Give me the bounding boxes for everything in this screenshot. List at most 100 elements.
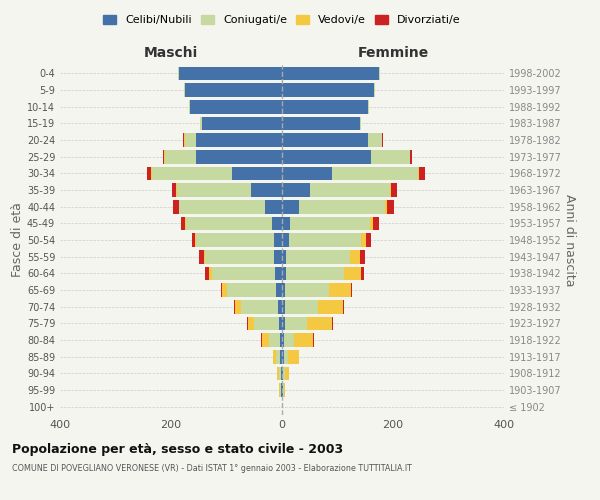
- Bar: [279, 383, 280, 397]
- Bar: [379, 66, 380, 80]
- Bar: [235, 300, 241, 314]
- Bar: [284, 333, 293, 347]
- Bar: [371, 150, 410, 164]
- Bar: [282, 183, 310, 197]
- Bar: [283, 366, 285, 380]
- Bar: [382, 133, 383, 147]
- Text: COMUNE DI POVEGLIANO VERONESE (VR) - Dati ISTAT 1° gennaio 2003 - Elaborazione T: COMUNE DI POVEGLIANO VERONESE (VR) - Dat…: [12, 464, 412, 473]
- Bar: [166, 150, 196, 164]
- Bar: [251, 183, 282, 197]
- Bar: [282, 366, 283, 380]
- Bar: [282, 116, 360, 130]
- Bar: [282, 350, 284, 364]
- Bar: [279, 316, 282, 330]
- Bar: [282, 100, 368, 114]
- Bar: [269, 333, 280, 347]
- Bar: [186, 216, 272, 230]
- Bar: [185, 133, 196, 147]
- Bar: [254, 316, 279, 330]
- Bar: [274, 233, 282, 247]
- Bar: [282, 316, 285, 330]
- Bar: [163, 150, 164, 164]
- Bar: [262, 333, 269, 347]
- Bar: [196, 150, 282, 164]
- Bar: [385, 200, 387, 213]
- Y-axis label: Anni di nascita: Anni di nascita: [563, 194, 575, 286]
- Bar: [173, 200, 179, 213]
- Bar: [283, 383, 284, 397]
- Bar: [146, 166, 151, 180]
- Bar: [318, 300, 343, 314]
- Bar: [299, 200, 385, 213]
- Bar: [280, 383, 281, 397]
- Bar: [212, 266, 275, 280]
- Bar: [277, 366, 278, 380]
- Bar: [350, 250, 360, 264]
- Bar: [181, 216, 185, 230]
- Bar: [282, 166, 332, 180]
- Bar: [361, 233, 367, 247]
- Bar: [221, 283, 222, 297]
- Bar: [274, 250, 282, 264]
- Bar: [241, 300, 278, 314]
- Bar: [200, 116, 202, 130]
- Bar: [285, 300, 318, 314]
- Text: Maschi: Maschi: [144, 46, 198, 60]
- Bar: [278, 366, 281, 380]
- Bar: [390, 183, 391, 197]
- Bar: [282, 216, 290, 230]
- Bar: [152, 166, 232, 180]
- Bar: [285, 283, 329, 297]
- Bar: [272, 216, 282, 230]
- Bar: [410, 150, 412, 164]
- Bar: [285, 366, 289, 380]
- Bar: [185, 83, 282, 97]
- Bar: [179, 200, 265, 213]
- Bar: [227, 283, 277, 297]
- Bar: [232, 166, 282, 180]
- Bar: [282, 283, 285, 297]
- Text: Femmine: Femmine: [358, 46, 428, 60]
- Bar: [284, 383, 286, 397]
- Bar: [190, 100, 282, 114]
- Bar: [360, 250, 365, 264]
- Bar: [248, 316, 254, 330]
- Bar: [282, 300, 285, 314]
- Bar: [196, 133, 282, 147]
- Bar: [282, 83, 374, 97]
- Bar: [222, 283, 227, 297]
- Bar: [196, 233, 274, 247]
- Bar: [179, 66, 282, 80]
- Bar: [202, 116, 282, 130]
- Bar: [265, 200, 282, 213]
- Bar: [282, 266, 286, 280]
- Bar: [278, 300, 282, 314]
- Bar: [275, 266, 282, 280]
- Bar: [277, 283, 282, 297]
- Bar: [290, 216, 370, 230]
- Bar: [344, 266, 361, 280]
- Bar: [360, 116, 361, 130]
- Bar: [191, 233, 195, 247]
- Bar: [276, 350, 280, 364]
- Bar: [184, 83, 185, 97]
- Bar: [280, 333, 282, 347]
- Bar: [282, 133, 368, 147]
- Bar: [282, 66, 379, 80]
- Bar: [367, 233, 371, 247]
- Bar: [284, 350, 288, 364]
- Bar: [282, 250, 286, 264]
- Bar: [307, 316, 332, 330]
- Bar: [176, 183, 251, 197]
- Bar: [234, 300, 235, 314]
- Y-axis label: Fasce di età: Fasce di età: [11, 202, 24, 278]
- Bar: [280, 350, 282, 364]
- Bar: [195, 233, 196, 247]
- Bar: [288, 350, 299, 364]
- Bar: [282, 333, 284, 347]
- Bar: [285, 316, 307, 330]
- Bar: [373, 216, 379, 230]
- Bar: [329, 283, 352, 297]
- Bar: [370, 216, 373, 230]
- Bar: [293, 333, 313, 347]
